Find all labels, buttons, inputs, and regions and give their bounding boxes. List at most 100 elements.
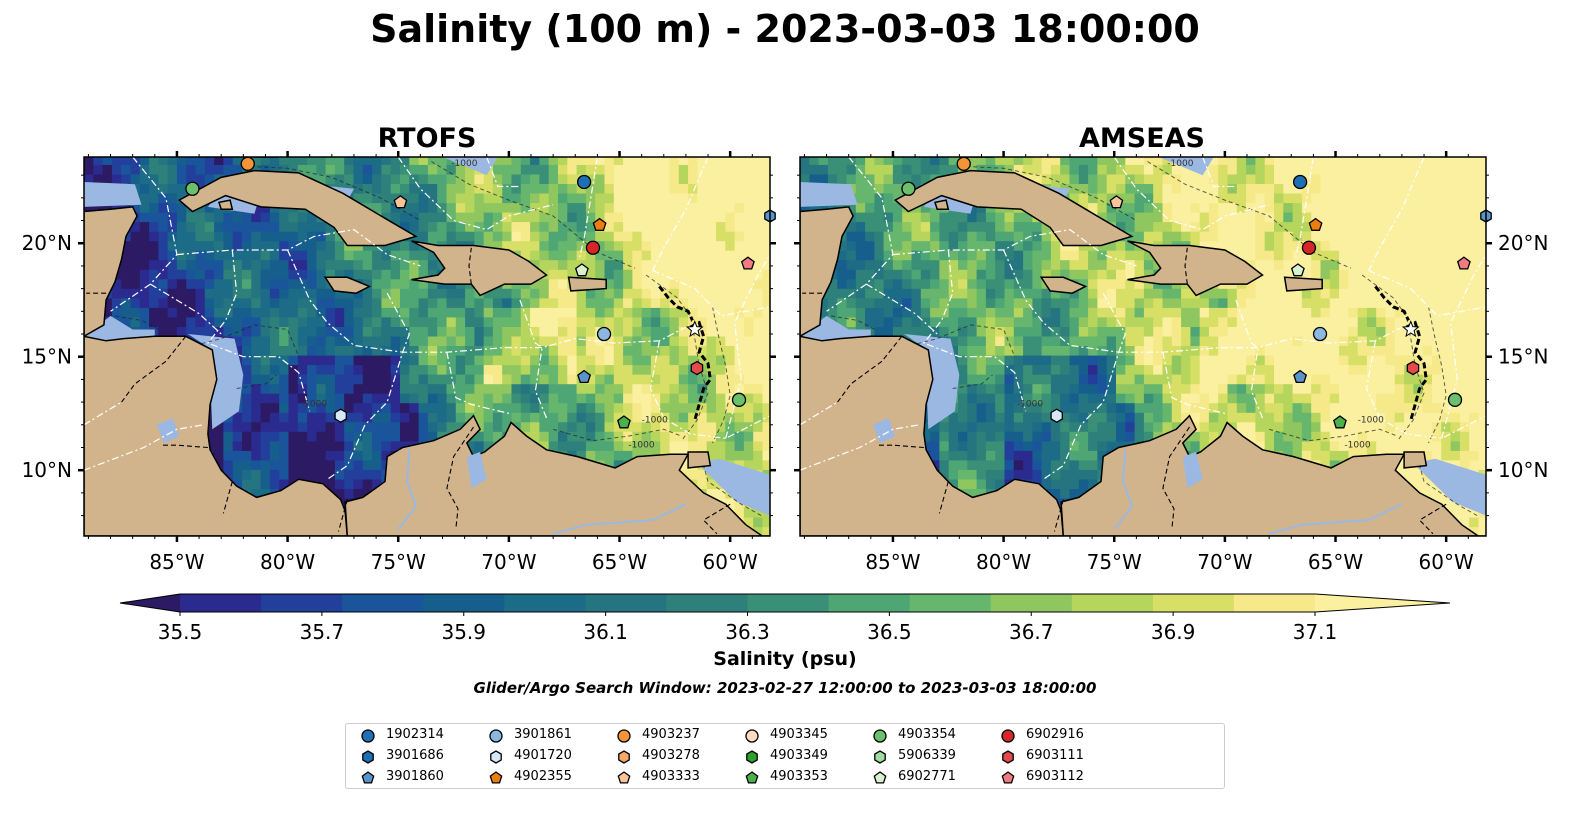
argo-marker-6902916	[1301, 240, 1317, 255]
legend-marker	[617, 729, 631, 743]
argo-marker-4903237	[956, 156, 971, 171]
colorbar-label: Salinity (psu)	[713, 648, 856, 670]
colorbar-tick-label: 36.9	[1151, 620, 1196, 644]
argo-marker-6903111	[1406, 360, 1420, 376]
legend-marker	[489, 729, 503, 743]
panel-title-amseas: AMSEAS	[1079, 123, 1205, 154]
argo-marker-1902314	[1292, 174, 1308, 190]
colorbar-bin	[990, 594, 1073, 612]
contour-label: -1000	[1017, 400, 1043, 410]
argo-marker-3901860	[1293, 369, 1308, 384]
legend-label: 3901686	[386, 748, 444, 763]
map-frame	[83, 156, 771, 537]
lon-tick-label: 70°W	[1197, 550, 1252, 574]
lon-tick-label: 65°W	[1308, 550, 1363, 574]
colorbar-bin	[666, 594, 749, 612]
argo-marker-4903237	[240, 156, 255, 171]
legend-label: 6902771	[898, 769, 956, 784]
lon-tick-label: 65°W	[592, 550, 647, 574]
legend-marker-icon	[873, 729, 887, 743]
lat-tick-label: 20°N	[22, 231, 72, 255]
argo-marker-4903354	[185, 181, 200, 196]
star-marker	[685, 320, 704, 338]
colorbar-tick-label: 37.1	[1293, 620, 1338, 644]
colorbar-bin	[1233, 594, 1316, 612]
colorbar-tick-label: 36.5	[867, 620, 912, 644]
legend-marker-icon	[362, 750, 374, 764]
colorbar-bin	[261, 594, 343, 612]
lon-tick-label: 80°W	[976, 550, 1031, 574]
legend-marker	[1001, 729, 1015, 743]
lat-tick-label: 10°N	[22, 458, 72, 482]
legend-marker	[489, 771, 503, 784]
argo-marker-6903111	[690, 360, 704, 376]
panel-title-rtofs: RTOFS	[378, 123, 477, 154]
colorbar-extend-high	[1315, 594, 1450, 612]
argo-markers	[185, 156, 776, 429]
legend-marker-icon	[745, 729, 759, 743]
legend-marker-icon	[617, 729, 631, 743]
legend-label: 3901861	[514, 727, 572, 742]
legend-marker	[1001, 771, 1015, 784]
legend-marker	[746, 750, 758, 764]
argo-marker-4903353	[617, 415, 631, 429]
star-marker	[1401, 320, 1420, 338]
colorbar-bin	[342, 594, 424, 612]
colorbar-bin	[1071, 594, 1154, 612]
colorbar-tick-label: 36.1	[583, 620, 628, 644]
legend-marker	[1002, 750, 1014, 764]
lon-tick-label: 60°W	[703, 550, 758, 574]
contour-label: -1000	[642, 416, 668, 426]
argo-markers	[901, 156, 1492, 429]
lat-tick-label: 15°N	[1498, 345, 1548, 369]
legend-marker	[745, 729, 759, 743]
argo-marker-6903112	[740, 256, 755, 270]
legend-marker	[361, 729, 375, 743]
legend-marker	[361, 771, 375, 784]
legend-marker-icon	[489, 771, 503, 784]
legend-marker	[873, 771, 887, 784]
argo-marker-4903333	[393, 195, 408, 209]
argo-marker-1902314	[576, 174, 592, 190]
lon-tick-label: 70°W	[481, 550, 536, 574]
argo-marker-3901860	[577, 369, 592, 384]
argo-marker-4903354	[901, 181, 916, 196]
colorbar-bin	[504, 594, 586, 612]
legend-marker	[617, 771, 631, 784]
legend-marker-icon	[874, 750, 886, 764]
legend-label: 6902916	[1026, 727, 1084, 742]
legend-label: 4903345	[770, 727, 828, 742]
lon-tick-label: 80°W	[260, 550, 315, 574]
legend-marker-icon	[361, 771, 375, 784]
legend: 1902314 3901686 3901860 3901861 4901720 49023…	[345, 723, 1225, 789]
axis-ticks: 85°W 80°W 75°W 70°W 65°W 60°W 20°N 15°N 10°N	[22, 151, 776, 574]
map-panel-amseas: AMSEAS -1000 -1000 -1000 -1000 85°W 80°W 75°W…	[794, 123, 1548, 574]
colorbar-bin	[909, 594, 992, 612]
map-frame	[799, 156, 1487, 537]
contour-label: -1000	[451, 159, 477, 169]
legend-label: 1902314	[386, 727, 444, 742]
legend-marker-icon	[1002, 750, 1014, 764]
argo-marker-6902916	[585, 240, 601, 255]
legend-marker	[362, 750, 374, 764]
lon-tick-label: 75°W	[1087, 550, 1142, 574]
argo-marker-6902771	[574, 263, 589, 277]
legend-label: 4903349	[770, 748, 828, 763]
colorbar-tick-label: 35.9	[441, 620, 486, 644]
search-window-note: Glider/Argo Search Window: 2023-02-27 12…	[474, 679, 1097, 697]
lat-tick-label: 10°N	[1498, 458, 1548, 482]
lat-tick-label: 20°N	[1498, 231, 1548, 255]
contour-label: -1000	[301, 400, 327, 410]
legend-label: 6903111	[1026, 748, 1084, 763]
map-panel-rtofs: RTOFS -1000 -1000 -1000 -1000 85°W 80°W 75°W 7…	[22, 123, 776, 574]
legend-marker	[874, 750, 886, 764]
legend-marker-icon	[746, 750, 758, 764]
contour-label: -1000	[628, 441, 654, 451]
axis-ticks: 85°W 80°W 75°W 70°W 65°W 60°W 20°N 15°N 10°N	[794, 151, 1548, 574]
argo-marker-4902355	[1308, 217, 1323, 231]
legend-marker-icon	[490, 750, 502, 764]
land-and-coastlines: -1000 -1000 -1000 -1000	[800, 157, 1486, 536]
legend-marker-icon	[1001, 771, 1015, 784]
colorbar-bin	[828, 594, 911, 612]
